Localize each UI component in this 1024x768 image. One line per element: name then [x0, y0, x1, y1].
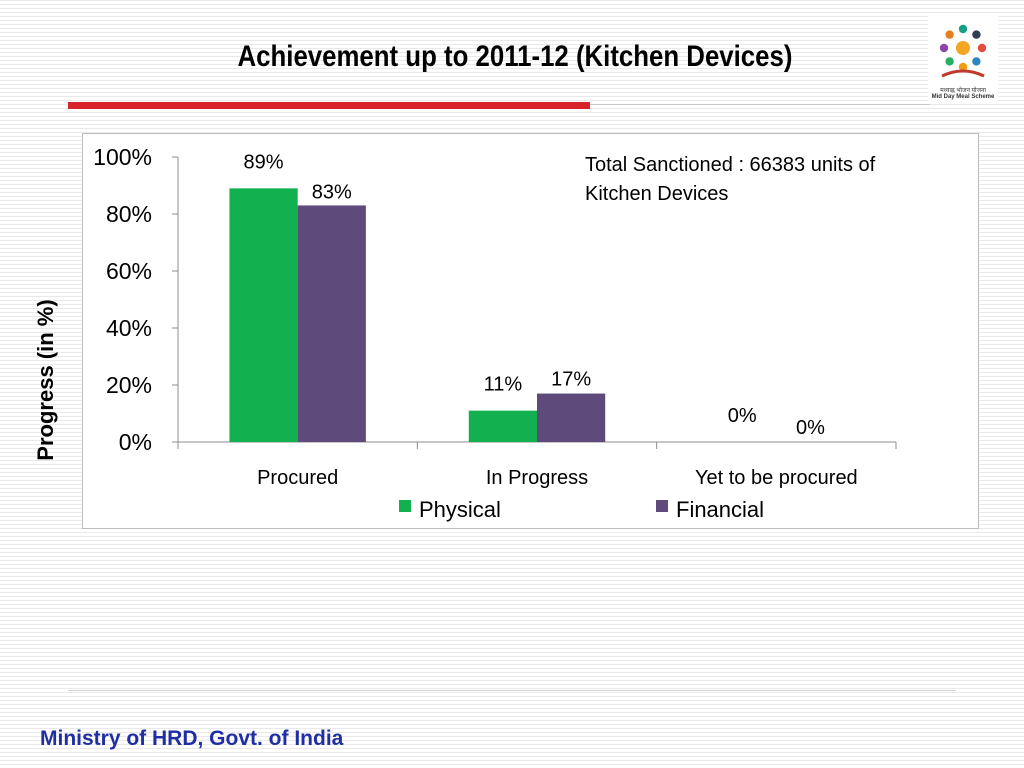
data-label: 17% [551, 369, 591, 391]
bar-physical [468, 410, 537, 442]
data-label: 0% [796, 417, 825, 439]
data-label: 0% [728, 405, 757, 427]
mid-day-meal-emblem [939, 24, 987, 78]
chart-panel: 0% 20% 40% 60% 80% 100% 89% 83% Procured 11% 17% In… [82, 133, 979, 529]
y-tick-label: 100% [93, 144, 152, 170]
legend-swatch-physical [399, 500, 411, 512]
legend-label-physical: Physical [419, 497, 501, 522]
footer-divider [68, 690, 956, 691]
y-tick-label: 40% [106, 315, 152, 341]
legend-label-financial: Financial [676, 497, 764, 522]
y-tick-label: 20% [106, 372, 152, 398]
data-label: 83% [312, 181, 352, 203]
footer-text: Ministry of HRD, Govt. of India [40, 727, 344, 750]
chart-annotation: Total Sanctioned : 66383 units of Kitche… [585, 154, 876, 205]
title-underline-thin [590, 104, 930, 105]
slide-title: Achievement up to 2011-12 (Kitchen Devic… [237, 40, 793, 73]
bar-chart: 0% 20% 40% 60% 80% 100% 89% 83% Procured 11% 17% In… [93, 144, 897, 522]
y-tick-label: 60% [106, 258, 152, 284]
y-axis-title-text: Progress (in %) [33, 299, 58, 461]
x-tick-label: In Progress [486, 467, 588, 489]
x-tick-label: Procured [257, 467, 338, 489]
legend-swatch-financial [656, 500, 668, 512]
bar-financial [537, 393, 606, 442]
y-tick-label: 80% [106, 201, 152, 227]
data-label: 11% [484, 374, 523, 396]
title-underline-accent [68, 102, 590, 109]
logo-caption-english: Mid Day Meal Scheme [931, 94, 995, 100]
y-tick-label: 0% [119, 429, 152, 455]
bar-financial [297, 205, 366, 442]
mid-day-meal-logo: मध्याह्न भोजन योजना Mid Day Meal Scheme [928, 16, 998, 102]
data-label: 89% [244, 151, 284, 173]
x-tick-label: Yet to be procured [695, 467, 858, 489]
logo-caption-hindi: मध्याह्न भोजन योजना [940, 88, 986, 94]
bar-physical [229, 188, 298, 442]
